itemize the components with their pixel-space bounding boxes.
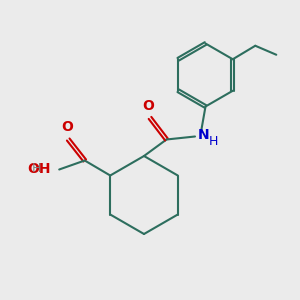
Text: H: H <box>208 135 218 148</box>
Text: O: O <box>142 98 154 112</box>
Text: OH: OH <box>27 163 51 176</box>
Text: N: N <box>197 128 209 142</box>
Text: O: O <box>61 120 73 134</box>
Text: H: H <box>31 161 40 175</box>
